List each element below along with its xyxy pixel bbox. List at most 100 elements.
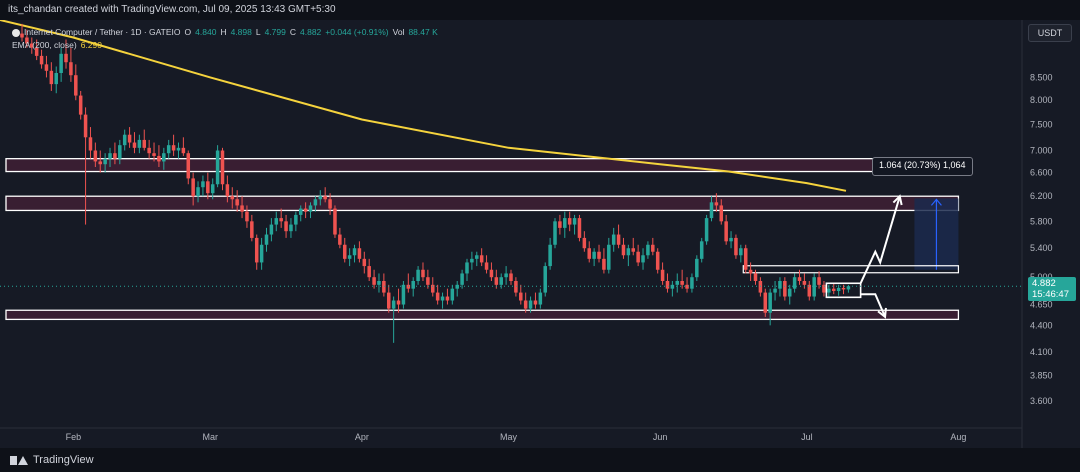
candle	[553, 218, 557, 249]
candle	[431, 277, 435, 297]
candle	[621, 237, 626, 259]
low-value: 4.799	[264, 27, 286, 37]
candle-body	[245, 211, 249, 222]
candle-body	[347, 255, 352, 259]
candle	[489, 262, 494, 281]
candle	[103, 153, 107, 173]
candle-body	[362, 258, 367, 267]
candle	[646, 241, 650, 259]
candle-body	[162, 153, 166, 162]
candle	[827, 284, 831, 297]
low-label: L	[255, 27, 261, 37]
candle-body	[822, 284, 826, 293]
candle	[20, 23, 24, 42]
candle-body	[743, 248, 748, 270]
candle-body	[426, 277, 430, 285]
candle	[558, 214, 562, 235]
candle	[274, 211, 279, 232]
candle	[631, 237, 636, 256]
price-tick-label: 3.850	[1030, 371, 1053, 381]
candle-body	[783, 280, 787, 297]
tradingview-logo[interactable]: TradingView	[10, 454, 94, 466]
candle-body	[753, 273, 758, 281]
price-tick-label: 4.100	[1030, 347, 1053, 357]
candle-body	[641, 255, 645, 263]
candle	[166, 139, 171, 159]
candle-body	[455, 284, 459, 289]
price-tick-label: 3.600	[1030, 396, 1053, 406]
candle-body	[543, 266, 547, 293]
candle	[538, 288, 543, 309]
candle	[758, 277, 763, 297]
candle-body	[406, 284, 411, 289]
price-tick-label: 8.500	[1030, 72, 1053, 82]
candle-body	[142, 139, 147, 148]
candle-body	[558, 221, 562, 228]
candle-body	[298, 208, 303, 215]
candle	[289, 218, 293, 238]
candle	[338, 227, 342, 249]
candle-body	[651, 244, 655, 252]
candle-body	[768, 292, 772, 313]
price-tick-label: 7.000	[1030, 146, 1053, 156]
candle	[323, 187, 327, 203]
symbol-name[interactable]: Internet Computer / Tether · 1D · GATEIO	[24, 27, 181, 37]
candle	[147, 139, 151, 159]
candle-body	[240, 205, 244, 212]
candle	[328, 193, 332, 215]
candle	[709, 196, 714, 222]
time-tick-label: Feb	[66, 432, 82, 442]
candle-body	[514, 280, 518, 293]
candle	[704, 214, 709, 245]
candle	[313, 196, 318, 212]
candle	[411, 277, 415, 297]
price-tick-label: 7.500	[1030, 120, 1053, 130]
candle	[308, 202, 313, 219]
candle	[435, 284, 440, 305]
candle-body	[621, 244, 626, 256]
candle	[641, 248, 645, 270]
currency-selector[interactable]: USDT	[1028, 24, 1072, 42]
candle	[162, 147, 166, 170]
candle	[567, 211, 572, 232]
candle-body	[328, 199, 332, 209]
candle	[382, 273, 386, 297]
candle	[523, 292, 528, 313]
candle	[181, 137, 186, 156]
candle-body	[504, 273, 508, 278]
ema-label[interactable]: EMA (200, close)	[12, 40, 77, 50]
candle-body	[607, 244, 611, 270]
time-tick-label: Jul	[801, 432, 813, 442]
candle-body	[465, 262, 469, 274]
attribution-bar: its_chandan created with TradingView.com…	[0, 0, 1080, 20]
price-chart[interactable]: 3.6003.8504.1004.4004.6505.0005.4005.800…	[0, 20, 1080, 448]
candle	[30, 37, 34, 54]
candle-body	[719, 205, 724, 222]
candle	[714, 193, 719, 212]
candle	[695, 255, 699, 281]
candle-body	[440, 296, 445, 301]
candle-body	[308, 205, 313, 212]
candle	[254, 234, 259, 270]
candle-body	[841, 287, 846, 290]
candle-body	[807, 284, 812, 297]
candle	[357, 241, 362, 263]
candle-body	[797, 277, 802, 281]
candle-body	[342, 244, 347, 259]
candle-body	[401, 284, 406, 305]
candle-body	[758, 280, 763, 293]
candle-body	[421, 269, 425, 278]
candle-body	[812, 277, 816, 297]
candle	[34, 39, 39, 61]
candle	[215, 145, 220, 188]
candle	[352, 244, 357, 263]
candle	[602, 248, 606, 274]
candle	[841, 284, 846, 295]
candle	[362, 251, 367, 274]
candle	[401, 280, 406, 309]
last-price-tag: 4.882 15:46:47	[1028, 277, 1076, 301]
candle	[303, 202, 308, 219]
candle	[108, 147, 112, 168]
candle-body	[729, 237, 733, 242]
candle-body	[147, 147, 151, 154]
